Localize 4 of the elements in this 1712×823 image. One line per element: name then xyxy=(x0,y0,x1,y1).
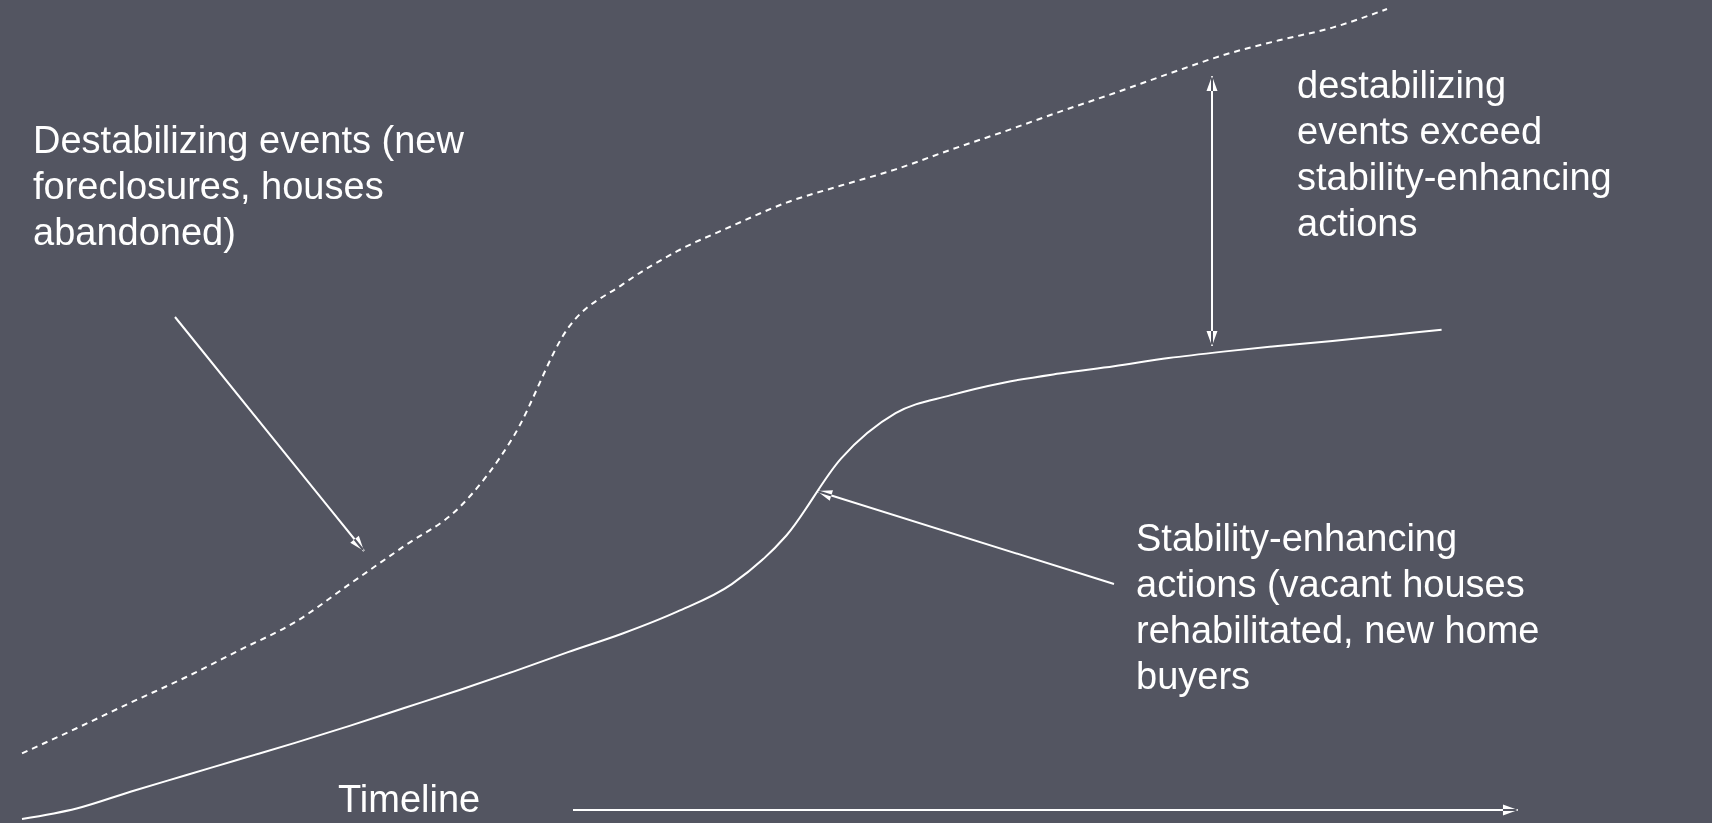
annotation: destabilizing events exceed stability-enhancing actions xyxy=(1297,64,1612,244)
annotation: Stability-enhancing actions (vacant houses rehabilitated, new home buyers xyxy=(1136,517,1540,697)
x-axis-title: Timeline xyxy=(338,778,481,820)
annotation: Destabilizing events (new foreclosures, houses abandoned) xyxy=(33,119,465,253)
